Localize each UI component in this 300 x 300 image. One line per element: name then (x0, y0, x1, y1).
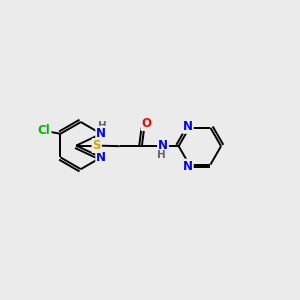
Text: Cl: Cl (38, 124, 51, 137)
Text: H: H (157, 150, 166, 160)
Text: S: S (92, 139, 101, 152)
Text: N: N (183, 160, 193, 172)
Text: H: H (98, 121, 107, 130)
Text: N: N (96, 127, 106, 140)
Text: N: N (158, 139, 168, 152)
Text: O: O (142, 117, 152, 130)
Text: N: N (183, 120, 193, 133)
Text: N: N (96, 151, 106, 164)
